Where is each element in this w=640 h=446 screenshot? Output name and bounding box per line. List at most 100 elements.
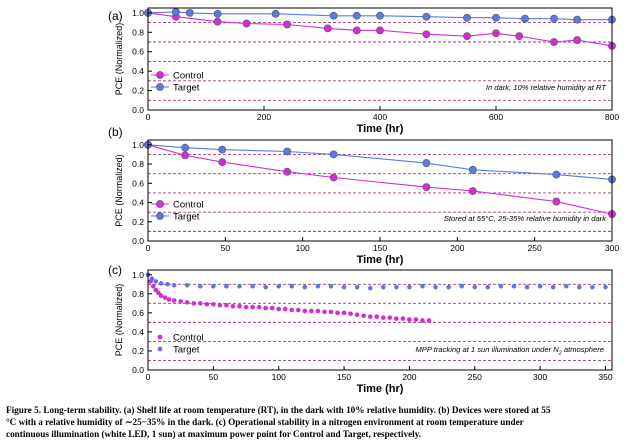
legend-target-marker	[156, 83, 164, 91]
x-tick-label: 250	[468, 372, 482, 382]
target-data-point	[211, 283, 216, 289]
control-data-point	[197, 301, 203, 306]
target-data-point	[376, 11, 384, 20]
control-data-point	[361, 313, 366, 319]
target-data-point	[184, 282, 190, 288]
panel-b: 0.0 0.2 0.4 0.6 0.8 1.0 0 50 100 150 200 250 300 Time…	[108, 125, 619, 266]
control-data-point	[243, 304, 249, 310]
annotation: Stored at 55°C, 25-35% relative humidity…	[444, 214, 607, 223]
legend-control-label: Control	[173, 200, 204, 211]
target-data-point	[329, 11, 338, 20]
target-data-point	[550, 284, 556, 290]
plot-frame	[147, 139, 613, 242]
target-data-point	[263, 284, 268, 290]
caption-line-1: Figure 5. Long-term stability. (a) Shelf…	[6, 405, 551, 415]
annotation-text: MPP tracking at 1 sun illumination under…	[415, 345, 559, 354]
target-data-point	[498, 283, 504, 289]
control-data-point	[283, 20, 292, 29]
target-data-point	[352, 11, 361, 20]
x-tick-label: 200	[450, 243, 464, 253]
control-data-point	[178, 299, 183, 304]
control-data-point	[322, 309, 327, 315]
control-data-point	[162, 295, 168, 300]
target-data-point	[468, 165, 477, 174]
control-data-point	[204, 301, 210, 307]
x-tick-label: 50	[209, 372, 219, 382]
panel-a: 0.0 0.2 0.4 0.6 0.8 1.0 0 200 400 600 800 Time (hr)…	[108, 7, 619, 135]
target-data-point	[537, 283, 543, 289]
y-axis-label: PCE (Normalized)	[114, 23, 124, 96]
target-data-point	[459, 283, 464, 289]
x-tick-label: 50	[221, 243, 231, 253]
panel-c: 0.0 0.2 0.4 0.6 0.8 1.0 0 50 100 150 200 250 300 350 T…	[108, 263, 613, 395]
target-data-point	[181, 143, 190, 152]
control-data-point	[394, 316, 399, 321]
target-data-point	[603, 284, 608, 290]
control-data-point	[367, 314, 373, 319]
x-tick-label: 400	[373, 112, 387, 122]
control-data-point	[282, 306, 288, 312]
control-data-point	[323, 24, 332, 33]
y-tick-label: 0.8	[132, 159, 144, 169]
target-data-point	[492, 13, 500, 22]
control-data-point	[341, 310, 347, 316]
target-data-point	[149, 276, 155, 281]
target-data-point	[153, 279, 159, 284]
y-axis-label: PCE (Normalized)	[114, 284, 124, 357]
control-data-point	[218, 158, 227, 167]
target-data-point	[577, 284, 582, 290]
target-data-point	[573, 15, 582, 24]
control-data-point	[158, 293, 164, 299]
x-tick-label: 800	[605, 112, 619, 122]
control-data-point	[374, 314, 380, 319]
target-data-point	[407, 284, 412, 290]
panel-label: (b)	[108, 125, 123, 139]
control-data-point	[354, 312, 360, 318]
control-data-point	[191, 301, 197, 306]
x-tick-label: 600	[489, 112, 503, 122]
target-data-point	[367, 285, 373, 291]
x-axis-label: Time (hr)	[357, 123, 404, 135]
target-data-point	[380, 284, 386, 290]
control-data-point	[242, 19, 251, 28]
target-data-point	[446, 284, 451, 290]
control-data-point	[237, 303, 242, 309]
control-data-point	[552, 197, 561, 206]
legend-control-marker	[156, 71, 164, 79]
target-data-point	[550, 14, 558, 23]
target-data-point	[394, 284, 399, 290]
x-tick-label: 250	[528, 243, 542, 253]
target-data-point	[315, 283, 321, 289]
control-data-point	[184, 300, 190, 305]
target-data-point	[511, 283, 517, 289]
control-data-point	[181, 151, 190, 160]
target-data-point	[271, 9, 280, 18]
control-data-point	[463, 32, 471, 41]
y-tick-label: 0.0	[132, 105, 144, 115]
y-tick-label: 0.2	[132, 217, 144, 227]
control-data-point	[289, 307, 295, 313]
panel-label: (a)	[108, 9, 123, 23]
target-data-point	[171, 7, 180, 16]
target-data-point	[218, 145, 227, 154]
x-tick-label: 0	[146, 243, 151, 253]
x-axis-label: Time (hr)	[357, 254, 404, 266]
target-data-point	[521, 14, 529, 23]
control-data-point	[329, 173, 338, 182]
y-tick-label: 0.8	[132, 27, 144, 37]
control-data-point	[150, 283, 156, 289]
control-data-point	[171, 298, 177, 303]
plot-frame	[147, 269, 613, 371]
target-data-point	[197, 283, 203, 289]
control-data-point	[550, 38, 558, 46]
target-data-point	[341, 284, 347, 290]
target-data-point	[420, 283, 425, 289]
y-tick-label: 0.6	[132, 178, 144, 188]
y-tick-label: 0.2	[132, 346, 144, 356]
annotation-text: atmosphere	[562, 345, 604, 354]
y-tick-label: 0.6	[132, 308, 144, 318]
legend-target-label: Target	[173, 345, 200, 356]
target-data-point	[354, 284, 360, 290]
x-tick-label: 0	[146, 112, 151, 122]
